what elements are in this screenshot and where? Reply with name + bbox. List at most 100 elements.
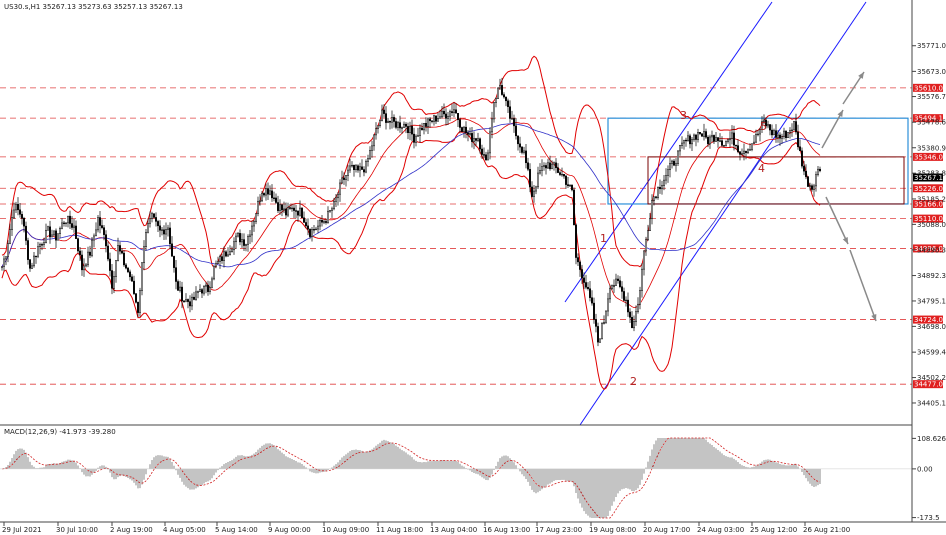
candle-body	[201, 289, 203, 294]
candle-body	[581, 269, 583, 279]
candle	[47, 225, 49, 231]
candle	[535, 185, 537, 195]
time-tick-label: 20 Aug 17:00	[643, 526, 690, 534]
candle-body	[231, 249, 233, 253]
candle-body	[119, 245, 121, 252]
candle-body	[727, 139, 729, 142]
candle	[631, 311, 633, 329]
candle	[491, 111, 493, 139]
candle	[497, 87, 499, 99]
candle	[593, 297, 595, 324]
candle-body	[557, 167, 559, 173]
candle-body	[387, 121, 389, 123]
candle	[343, 172, 345, 185]
candle	[773, 128, 775, 136]
candle-body	[211, 278, 213, 288]
candle	[261, 191, 263, 203]
candle-body	[173, 256, 175, 268]
candle-body	[651, 200, 653, 219]
candle	[573, 187, 575, 226]
candle-body	[749, 149, 751, 151]
candle-body	[193, 296, 195, 300]
candle-body	[93, 235, 95, 241]
candle	[303, 211, 305, 223]
candle-body	[637, 303, 639, 312]
candle	[603, 315, 605, 325]
candle-body	[775, 130, 777, 138]
candle-body	[135, 293, 137, 303]
candle-body	[53, 230, 55, 236]
candle	[779, 132, 781, 146]
candle-body	[745, 150, 747, 153]
candle	[209, 281, 211, 295]
candle	[177, 279, 179, 291]
candle	[267, 182, 269, 200]
bollinger-upper	[1, 55, 821, 269]
macd-panel: 108.626 0.00 -173.5	[0, 435, 946, 522]
candle-body	[325, 221, 327, 223]
candle	[395, 117, 397, 130]
candle	[721, 136, 723, 147]
candle-body	[291, 207, 293, 210]
candle	[673, 159, 675, 167]
candle-body	[679, 145, 681, 152]
candle-body	[629, 311, 631, 318]
candle-body	[605, 310, 607, 323]
candle-body	[165, 229, 167, 235]
candle-body	[251, 225, 253, 236]
price-tick-label: 34892.30	[917, 272, 946, 280]
candle-body	[289, 207, 291, 209]
candle-body	[91, 239, 93, 256]
candle-body	[701, 133, 703, 137]
candle-body	[413, 133, 415, 143]
price-tick-label: 35478.60	[917, 119, 946, 127]
price-tick-label: 34795.15	[917, 297, 946, 305]
candle-body	[195, 291, 197, 300]
candle-body	[25, 225, 27, 241]
wave-label-5: 5	[760, 120, 767, 133]
candle-body	[621, 286, 623, 292]
candle	[327, 206, 329, 224]
candle-body	[167, 227, 169, 230]
candle	[751, 143, 753, 152]
level-tag: 34996.00	[913, 244, 946, 253]
candle	[453, 102, 455, 118]
candle-body	[591, 297, 593, 304]
candle	[743, 143, 745, 161]
candle-body	[627, 299, 629, 313]
candle	[205, 281, 207, 294]
level-tag: 35494.18	[913, 114, 946, 123]
candle	[761, 116, 763, 134]
candle-body	[327, 210, 329, 223]
candle-body	[87, 251, 89, 266]
candle	[41, 242, 43, 251]
candle-body	[819, 168, 821, 172]
candle-body	[809, 185, 811, 187]
candle-body	[693, 134, 695, 140]
candle-body	[813, 185, 815, 190]
level-tag-bg	[913, 184, 943, 193]
candle	[347, 164, 349, 182]
candle-body	[183, 300, 185, 302]
candle-body	[337, 193, 339, 199]
candle	[101, 219, 103, 230]
candle-body	[483, 154, 485, 156]
level-tag-bg	[913, 315, 943, 324]
candle-body	[671, 160, 673, 164]
candle-body	[197, 291, 199, 293]
macd-tick-label: 108.626	[917, 435, 946, 443]
candle-body	[1, 266, 3, 268]
candle	[803, 160, 805, 176]
candle-body	[729, 138, 731, 141]
candle-body	[583, 277, 585, 283]
candle	[171, 236, 173, 257]
candle-body	[691, 139, 693, 145]
candle	[699, 132, 701, 136]
candle	[239, 229, 241, 246]
projection-arrows	[821, 71, 877, 322]
candle-body	[153, 213, 155, 218]
candle-body	[755, 133, 757, 143]
candle	[789, 127, 791, 139]
candle	[121, 248, 123, 255]
